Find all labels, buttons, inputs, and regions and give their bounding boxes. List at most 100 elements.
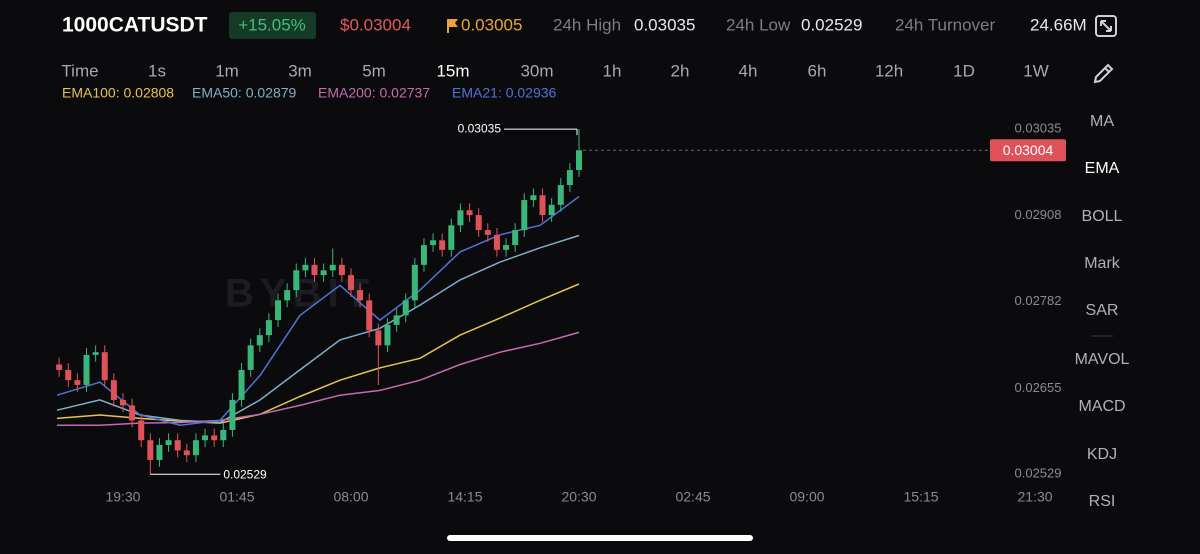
candle-body [284, 290, 291, 301]
candle-body [512, 230, 519, 246]
timeframe-option[interactable]: 12h [875, 61, 903, 80]
flag-icon [447, 19, 458, 33]
timeframe-option[interactable]: 4h [739, 61, 758, 80]
candle-body [420, 245, 427, 265]
price-chart: EMA100: 0.02808 EMA50: 0.02879 EMA200: 0.0… [56, 85, 1066, 505]
candle-body [110, 380, 117, 400]
ema-line [56, 234, 580, 424]
candle-body [475, 215, 482, 231]
home-indicator [447, 535, 753, 541]
high-label: 24h High [553, 15, 621, 34]
candle-body [202, 435, 209, 441]
candle-body [147, 440, 154, 460]
candle-body [183, 450, 190, 456]
candle-body [366, 300, 373, 331]
legend-entry: EMA21: 0.02936 [452, 85, 557, 101]
candle-body [539, 195, 546, 216]
candle-body [402, 300, 409, 316]
ema-line [56, 283, 580, 424]
timeframe-bar: Time 1s 1m 3m 5m 15m 30m 1h 2h 4h 6h 12h 1D 1W [61, 61, 1048, 80]
indicator-menu: MA EMA BOLL Mark SAR MAVOL MACD KDJ RSI [1075, 113, 1130, 510]
timeframe-option[interactable]: 1s [148, 61, 166, 80]
mark-price: 0.03005 [461, 15, 522, 34]
timeframe-option[interactable]: 30m [520, 61, 553, 80]
x-tick-label: 01:45 [219, 489, 254, 505]
candle-body [174, 440, 181, 451]
candle-body [65, 369, 72, 381]
timeframe-option[interactable]: 3m [288, 61, 312, 80]
candle-body [74, 380, 81, 385]
timeframe-option[interactable]: 1D [953, 61, 975, 80]
last-price: $0.03004 [340, 15, 411, 34]
candle-body [220, 429, 227, 441]
candle-body [320, 270, 327, 276]
high-value: 0.03035 [634, 15, 695, 34]
timeframe-option[interactable]: 1W [1023, 61, 1049, 80]
fullscreen-icon[interactable] [1095, 15, 1117, 37]
candle-body [338, 264, 345, 276]
candle-body [439, 240, 446, 250]
low-marker-label: 0.02529 [223, 467, 267, 481]
edit-icon[interactable] [1093, 63, 1114, 84]
change-badge [229, 12, 316, 39]
candle-body [311, 264, 318, 276]
candle-body [92, 352, 99, 355]
timeframe-option[interactable]: 1h [603, 61, 622, 80]
timeframe-option[interactable]: 5m [362, 61, 386, 80]
x-tick-label: 21:30 [1018, 489, 1053, 505]
x-tick-label: 19:30 [105, 489, 140, 505]
timeframe-option[interactable]: 6h [808, 61, 827, 80]
indicator-option[interactable]: MAVOL [1075, 351, 1130, 368]
candle-body [138, 420, 145, 441]
indicator-option[interactable]: MACD [1078, 398, 1125, 415]
candle-body [557, 185, 564, 205]
legend-entry: EMA200: 0.02737 [318, 85, 430, 101]
timeframe-option[interactable]: 2h [671, 61, 690, 80]
x-tick-label: 20:30 [561, 489, 596, 505]
candle-body [375, 330, 382, 346]
candle-body [229, 399, 236, 430]
candle-body [238, 369, 245, 400]
candle-body [156, 444, 163, 460]
candle-body [411, 264, 418, 301]
candle-body [247, 345, 254, 370]
y-tick-label: 0.02908 [1015, 207, 1062, 222]
candle-body [457, 210, 464, 226]
timeframe-option[interactable]: Time [61, 61, 98, 80]
candle-body [101, 352, 108, 381]
low-value: 0.02529 [801, 15, 862, 34]
candle-body [530, 195, 537, 201]
candle-body [192, 440, 199, 456]
timeframe-option[interactable]: 15m [436, 61, 469, 80]
high-marker-label: 0.03035 [458, 121, 502, 135]
symbol[interactable]: 1000CATUSDT [62, 14, 208, 37]
indicator-option[interactable]: EMA [1085, 160, 1120, 177]
candle-body [393, 315, 400, 325]
candle-body [265, 320, 272, 336]
timeframe-option[interactable]: 1m [215, 61, 239, 80]
indicator-option[interactable]: KDJ [1087, 446, 1117, 463]
change: +15.05% [238, 15, 306, 34]
x-tick-label: 02:45 [675, 489, 710, 505]
x-tick-label: 14:15 [447, 489, 482, 505]
candle-body [165, 440, 172, 445]
candle-body [430, 240, 437, 246]
candle-body [448, 225, 455, 250]
indicator-option[interactable]: RSI [1089, 493, 1116, 510]
indicator-option[interactable]: MA [1090, 113, 1114, 130]
last-price-label: 0.03004 [1003, 142, 1054, 158]
candle-body [548, 204, 555, 216]
indicator-option[interactable]: Mark [1084, 255, 1121, 272]
candle-body [466, 210, 473, 216]
x-tick-label: 15:15 [904, 489, 939, 505]
ema-line [56, 195, 580, 426]
indicator-option[interactable]: SAR [1086, 302, 1119, 319]
indicator-option[interactable]: BOLL [1082, 208, 1123, 225]
low-label: 24h Low [726, 15, 791, 34]
candle-body [119, 399, 126, 406]
candle-body [129, 405, 136, 421]
ema-line [57, 331, 580, 426]
candle-body [302, 264, 309, 271]
y-tick-label: 0.02782 [1015, 293, 1062, 308]
